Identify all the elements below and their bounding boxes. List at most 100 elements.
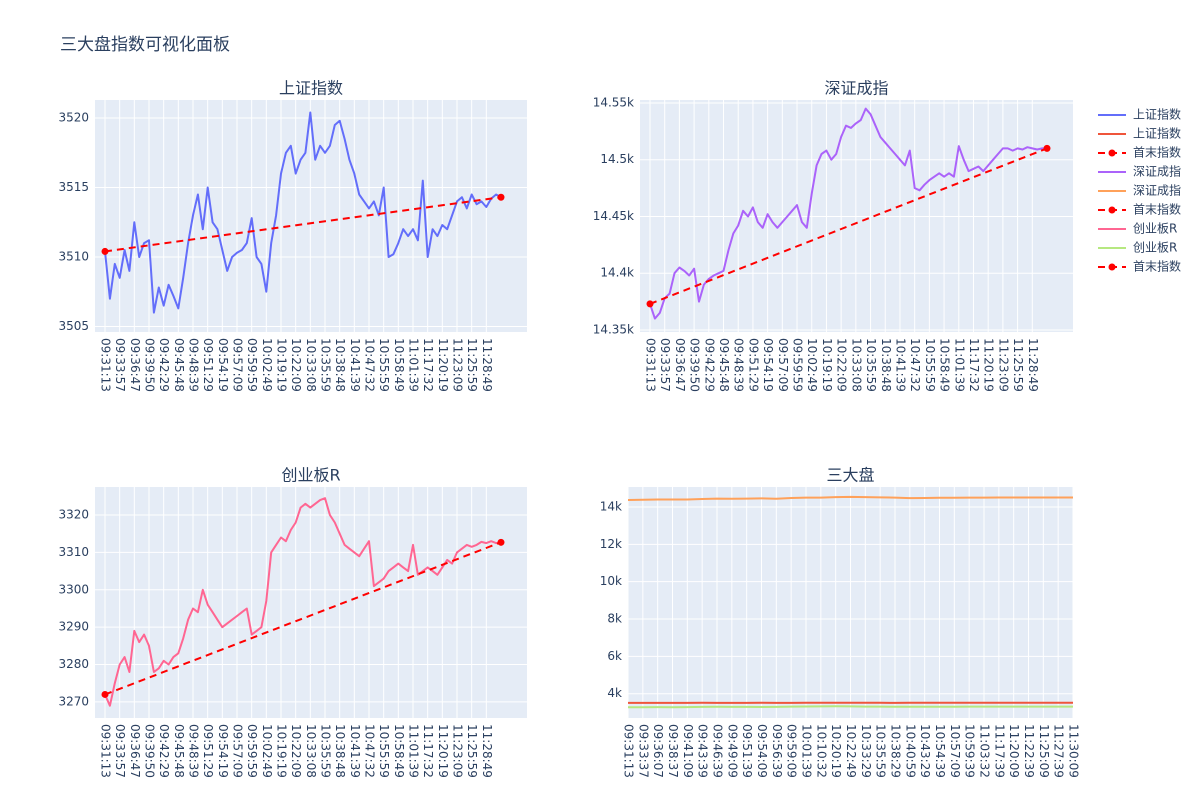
- x-tick-label: 11:30:09: [1067, 724, 1081, 778]
- x-tick-label: 11:20:19: [436, 338, 450, 392]
- y-tick-label: 3520: [58, 111, 89, 125]
- y-tick-label: 8k: [607, 612, 622, 626]
- x-tick-label: 10:43:29: [918, 724, 932, 778]
- subplot-title: 深证成指: [824, 79, 888, 98]
- y-tick-label: 14.35k: [593, 322, 634, 336]
- x-tick-label: 11:28:49: [1026, 338, 1040, 392]
- x-tick-label: 10:47:32: [363, 724, 377, 778]
- x-tick-label: 09:54:09: [755, 724, 769, 778]
- y-tick-label: 12k: [600, 537, 622, 551]
- x-tick-label: 09:36:47: [128, 338, 142, 392]
- y-tick-label: 3505: [58, 319, 89, 333]
- x-tick-label: 11:17:39: [992, 724, 1006, 778]
- x-tick-label: 11:20:09: [1007, 724, 1021, 778]
- x-tick-label: 09:31:13: [622, 724, 636, 778]
- subplot-title: 创业板R: [281, 466, 340, 485]
- plot-area: [95, 100, 527, 332]
- x-tick-label: 10:41:39: [348, 724, 362, 778]
- legend-label: 创业板R: [1133, 241, 1177, 255]
- legend-label: 上证指数: [1133, 126, 1181, 141]
- y-tick-label: 3310: [58, 545, 89, 559]
- x-tick-label: 11:25:59: [465, 338, 479, 392]
- x-tick-label: 10:35:59: [319, 724, 333, 778]
- x-tick-label: 10:54:39: [933, 724, 947, 778]
- x-tick-label: 09:54:19: [216, 724, 230, 778]
- x-tick-label: 09:48:39: [732, 338, 746, 392]
- legend-label: 深证成指: [1133, 183, 1181, 198]
- x-tick-label: 09:42:29: [157, 724, 171, 778]
- x-tick-label: 10:40:59: [903, 724, 917, 778]
- series-line: [104, 196, 502, 253]
- x-tick-label: 10:58:49: [392, 338, 406, 392]
- y-tick-label: 3320: [58, 508, 89, 522]
- series-marker: [101, 247, 109, 255]
- x-tick-label: 10:59:39: [963, 724, 977, 778]
- y-tick-label: 14.55k: [593, 95, 634, 109]
- x-tick-label: 10:02:49: [260, 338, 274, 392]
- x-tick-label: 11:17:32: [421, 724, 435, 778]
- x-tick-label: 09:49:09: [725, 724, 739, 778]
- legend-label: 首末指数: [1133, 259, 1181, 274]
- x-tick-label: 10:35:59: [319, 338, 333, 392]
- subplot: 深证成指 14.35k 14.4k 14.45k 14.5k 14.55k 09:31:13…: [593, 79, 1073, 392]
- legend-label: 创业板R: [1133, 222, 1177, 236]
- series-marker: [646, 300, 654, 308]
- x-tick-label: 09:51:29: [201, 338, 215, 392]
- x-tick-label: 09:36:47: [673, 338, 687, 392]
- legend-marker: [1108, 206, 1116, 214]
- x-tick-label: 10:41:39: [348, 338, 362, 392]
- series-marker: [1043, 144, 1051, 152]
- x-tick-label: 11:01:39: [407, 724, 421, 778]
- x-tick-label: 10:55:59: [377, 724, 391, 778]
- x-tick-label: 11:27:39: [1052, 724, 1066, 778]
- x-tick-label: 09:36:07: [651, 724, 665, 778]
- y-tick-label: 3515: [58, 180, 89, 194]
- x-tick-label: 09:46:39: [711, 724, 725, 778]
- x-tick-label: 09:42:29: [702, 338, 716, 392]
- y-tick-label: 14.45k: [593, 209, 634, 223]
- y-tick-label: 10k: [600, 574, 622, 588]
- x-tick-label: 09:54:19: [216, 338, 230, 392]
- x-tick-label: 09:38:37: [666, 724, 680, 778]
- x-tick-label: 09:43:39: [696, 724, 710, 778]
- x-tick-label: 10:33:08: [304, 724, 318, 778]
- x-tick-label: 10:41:39: [893, 338, 907, 392]
- y-tick-label: 14.5k: [600, 152, 634, 166]
- x-tick-label: 10:47:32: [363, 338, 377, 392]
- y-tick-label: 4k: [607, 686, 622, 700]
- x-tick-label: 10:02:49: [805, 338, 819, 392]
- series-line: [104, 541, 502, 696]
- x-tick-label: 09:45:48: [172, 338, 186, 392]
- x-tick-label: 09:59:59: [791, 338, 805, 392]
- x-tick-label: 09:33:57: [113, 724, 127, 778]
- y-tick-label: 3300: [58, 582, 89, 596]
- x-tick-label: 11:28:49: [480, 724, 494, 778]
- x-tick-label: 10:33:08: [304, 338, 318, 392]
- x-tick-label: 10:57:09: [948, 724, 962, 778]
- x-tick-label: 10:58:49: [938, 338, 952, 392]
- x-tick-label: 10:35:59: [874, 724, 888, 778]
- series-line: [104, 497, 502, 707]
- x-tick-label: 09:31:13: [99, 338, 113, 392]
- x-tick-label: 10:55:59: [923, 338, 937, 392]
- x-tick-label: 10:22:09: [835, 338, 849, 392]
- series-line: [627, 705, 1073, 709]
- x-tick-label: 11:22:39: [1022, 724, 1036, 778]
- series-line: [627, 495, 1073, 501]
- x-tick-label: 09:59:59: [245, 724, 259, 778]
- x-tick-label: 10:22:49: [844, 724, 858, 778]
- x-tick-label: 11:28:49: [480, 338, 494, 392]
- y-tick-label: 3510: [58, 249, 89, 263]
- x-tick-label: 10:19:19: [275, 338, 289, 392]
- subplot: 三大盘 4k 6k 8k 10k 12k 14k 09:31:13 09:33:37 09:36:…: [600, 466, 1081, 778]
- y-tick-label: 14.4k: [600, 266, 634, 280]
- x-tick-label: 10:38:48: [879, 338, 893, 392]
- x-tick-label: 10:35:59: [864, 338, 878, 392]
- x-tick-label: 09:41:09: [681, 724, 695, 778]
- x-tick-label: 11:17:32: [421, 338, 435, 392]
- legend-label: 首末指数: [1133, 145, 1181, 160]
- plot-area: [95, 487, 527, 718]
